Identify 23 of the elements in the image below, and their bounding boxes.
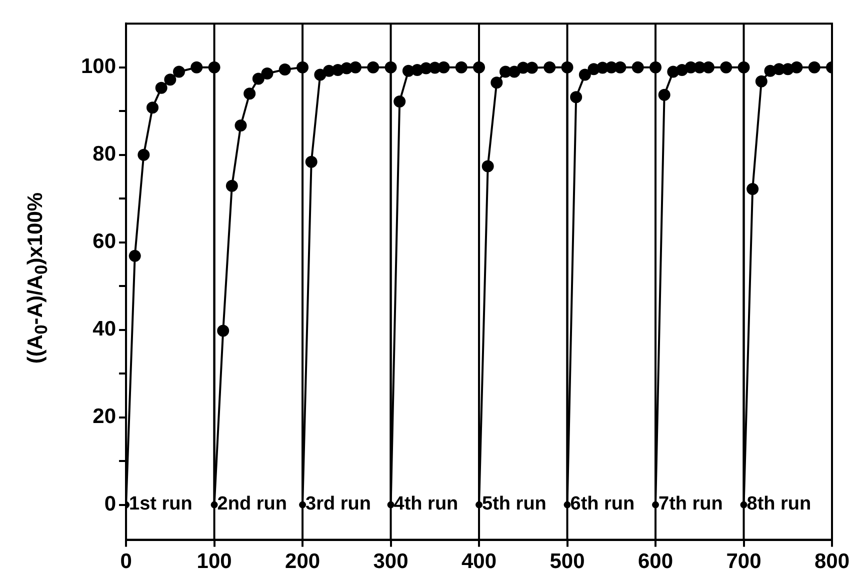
annotation: 8th run	[746, 494, 812, 515]
annotation: 7th run	[658, 494, 723, 515]
x-tick-label: 500	[550, 550, 585, 574]
annotation: 1st run	[129, 494, 192, 515]
y-tick-label: 80	[92, 142, 116, 166]
x-tick-label: 0	[120, 550, 132, 574]
x-tick-label: 300	[373, 550, 408, 574]
x-tick-label: 200	[285, 550, 320, 574]
y-tick-label: 20	[92, 405, 116, 428]
x-tick-label: 600	[638, 550, 674, 574]
y-tick-label: 0	[104, 492, 116, 516]
x-tick-label: 100	[196, 550, 232, 574]
y-tick-label: 60	[92, 230, 116, 254]
x-tick-label: 400	[461, 550, 497, 574]
annotation: 2nd run	[217, 494, 287, 515]
y-tick-label: 40	[92, 318, 116, 341]
annotation: 4th run	[394, 494, 458, 515]
annotation: 3rd run	[306, 494, 371, 515]
annotation: 5th run	[482, 494, 546, 515]
annotation: 6th run	[570, 494, 635, 515]
x-tick-label: 700	[726, 550, 762, 574]
y-tick-label: 100	[80, 55, 116, 78]
x-tick-label: 800	[814, 550, 850, 574]
